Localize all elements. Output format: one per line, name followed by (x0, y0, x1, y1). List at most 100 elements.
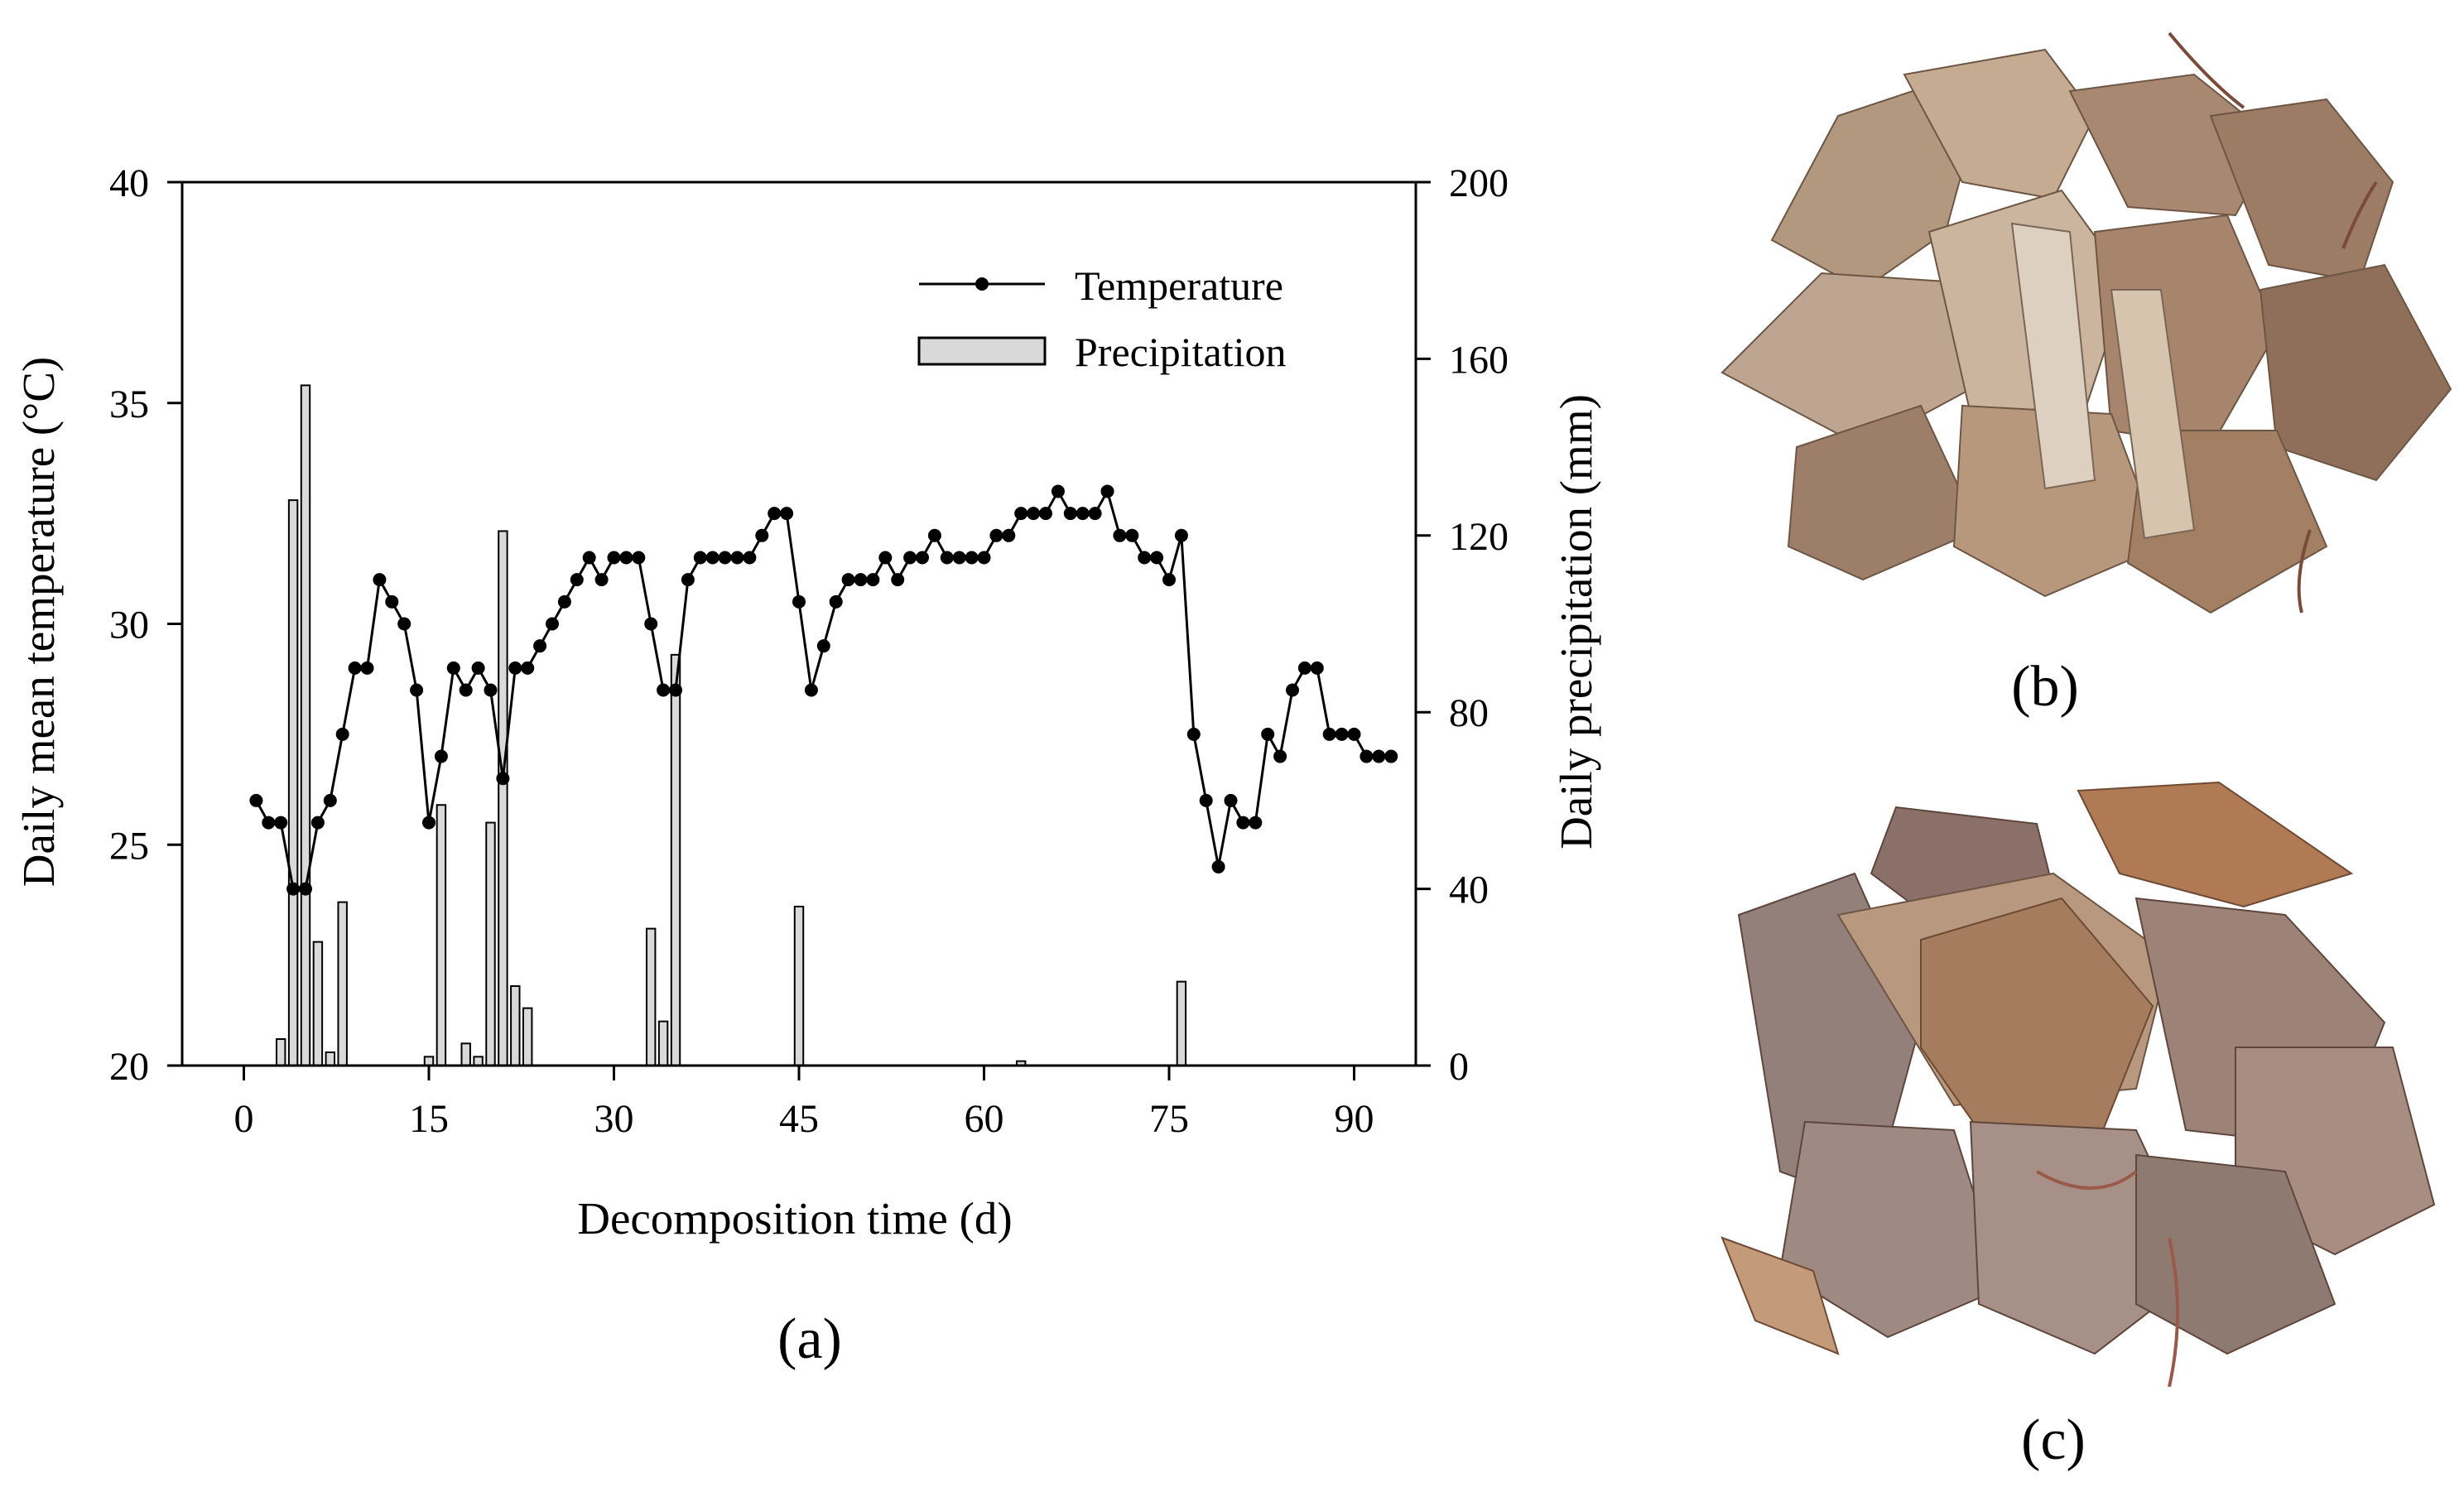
temperature-point (582, 551, 596, 565)
temperature-point (496, 772, 510, 786)
temperature-point (323, 793, 337, 807)
temperature-point (1211, 859, 1225, 873)
temperature-polyline (255, 488, 1392, 891)
temperature-point (989, 528, 1003, 542)
leaf-pile-b (1720, 31, 2452, 614)
temperature-point (952, 551, 966, 565)
temperature-point (335, 727, 349, 741)
left-y-tick-label: 30 (109, 604, 149, 647)
leaf-stem (2036, 1170, 2138, 1190)
temperature-point (1125, 528, 1139, 542)
temperature-point (681, 573, 695, 587)
temperature-point (459, 683, 473, 697)
x-tick-label: 0 (234, 1097, 254, 1141)
legend-precipitation-swatch (917, 336, 1047, 366)
chart-figure: 0 15 30 45 60 75 90 20 25 30 35 40 0 40 80 120 160 200 De… (13, 161, 1601, 1371)
precipitation-bar (498, 530, 508, 1066)
temperature-point (632, 551, 646, 565)
temperature-point (422, 816, 436, 830)
temperature-point (1236, 816, 1250, 830)
temperature-point (1150, 551, 1164, 565)
temperature-point (1051, 484, 1065, 498)
precipitation-bar (522, 1007, 533, 1067)
temperature-point (1297, 661, 1311, 675)
temperature-line (249, 484, 1398, 896)
temperature-point (768, 507, 782, 521)
temperature-point (1322, 727, 1336, 741)
temperature-point (508, 661, 522, 675)
panel-label-b: (b) (2011, 655, 2079, 719)
x-tick-label: 75 (1149, 1097, 1189, 1141)
precipitation-bar (485, 821, 496, 1066)
temperature-point (373, 573, 387, 587)
temperature-point (792, 594, 806, 609)
temperature-point (1372, 749, 1386, 763)
leaf-shape (1778, 1120, 2005, 1339)
temperature-point (965, 551, 979, 565)
leaf-pile-c (1720, 781, 2436, 1387)
temperature-point (755, 528, 769, 542)
temperature-point (521, 661, 535, 675)
x-tick-label: 60 (965, 1097, 1004, 1141)
legend-temperature-label: Temperature (1075, 262, 1283, 309)
temperature-point (1063, 507, 1077, 521)
temperature-point (434, 749, 448, 763)
leaf-litter-photo-b (1720, 31, 2452, 614)
temperature-point (570, 573, 584, 587)
precipitation-bar (423, 1056, 435, 1066)
temperature-point (841, 573, 855, 587)
temperature-point (730, 551, 744, 565)
temperature-point (360, 661, 374, 675)
temperature-point (533, 639, 547, 653)
precipitation-bar (287, 499, 299, 1066)
temperature-point (262, 816, 276, 830)
right-y-tick-label: 0 (1449, 1045, 1469, 1089)
precipitation-bar (325, 1051, 336, 1066)
temperature-point (1088, 507, 1102, 521)
temperature-point (916, 551, 929, 565)
legend-temperature-marker (975, 277, 989, 291)
left-y-axis-title: Daily mean temperature (°C) (13, 357, 64, 887)
precipitation-bar (657, 1020, 669, 1067)
x-axis-title: Decomposition time (d) (577, 1193, 1012, 1244)
temperature-point (1335, 727, 1349, 741)
leaf-stem (2297, 529, 2312, 614)
precipitation-bar (793, 905, 805, 1066)
temperature-point (1162, 573, 1176, 587)
temperature-point (816, 639, 830, 653)
precipitation-bar (645, 927, 657, 1066)
temperature-point (1014, 507, 1028, 521)
temperature-point (1249, 816, 1263, 830)
temperature-point (657, 683, 671, 697)
temperature-point (940, 551, 954, 565)
temperature-point (669, 683, 682, 697)
precipitation-bar (275, 1037, 286, 1066)
leaf-shape (1720, 1236, 1840, 1355)
leaf-stem (2168, 1237, 2179, 1387)
leaf-shape (1787, 404, 1980, 581)
temperature-point (705, 551, 719, 565)
temperature-point (397, 617, 411, 631)
temperature-point (743, 551, 757, 565)
temperature-point (348, 661, 362, 675)
precipitation-bar (670, 653, 681, 1066)
right-y-tick-label: 200 (1449, 161, 1509, 205)
left-y-tick-label: 25 (109, 824, 149, 868)
temperature-point (249, 793, 263, 807)
temperature-point (891, 573, 905, 587)
left-y-tick-label: 20 (109, 1045, 149, 1089)
temperature-point (1039, 507, 1052, 521)
leaf-shape (2110, 289, 2196, 540)
leaf-shape (1720, 272, 1972, 449)
precipitation-bar (473, 1056, 484, 1066)
temperature-point (1310, 661, 1324, 675)
temperature-point (1113, 528, 1127, 542)
temperature-point (1174, 528, 1188, 542)
temperature-point (854, 573, 868, 587)
precipitation-bar (1176, 980, 1187, 1067)
temperature-point (484, 683, 498, 697)
leaf-litter-photo-c (1720, 781, 2436, 1387)
leaf-shape (2010, 222, 2096, 490)
panel-label-a: (a) (777, 1307, 842, 1371)
x-tick-label: 30 (594, 1097, 634, 1141)
